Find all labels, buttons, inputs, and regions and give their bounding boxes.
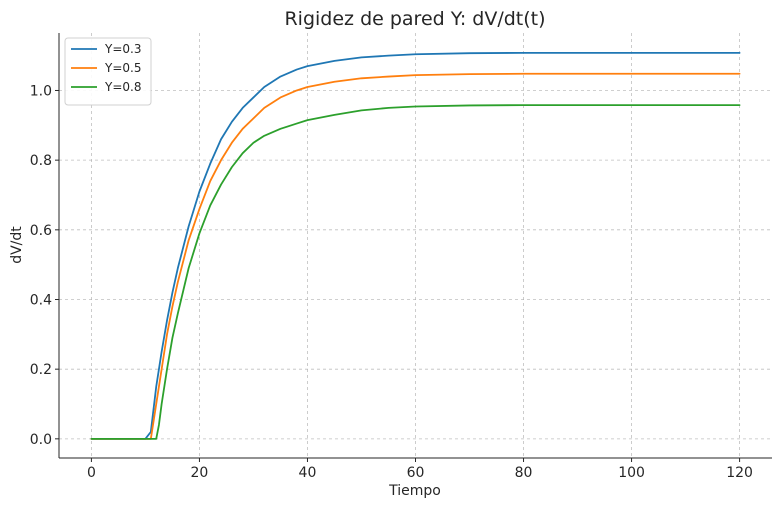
y-tick-label: 0.2 bbox=[30, 362, 52, 378]
x-tick-label: 100 bbox=[618, 465, 645, 481]
y-tick-label: 0.0 bbox=[30, 432, 52, 448]
x-tick-label: 80 bbox=[515, 465, 533, 481]
y-tick-label: 0.8 bbox=[30, 153, 52, 169]
series-lines bbox=[90, 51, 741, 440]
x-tick-label: 40 bbox=[299, 465, 317, 481]
legend: Y=0.3 Y=0.5 Y=0.8 bbox=[64, 37, 152, 106]
y-tick-label: 1.0 bbox=[30, 83, 52, 99]
legend-label: Y=0.3 bbox=[104, 42, 141, 56]
y-tick-label: 0.6 bbox=[30, 223, 52, 239]
y-tick-label: 0.4 bbox=[30, 292, 52, 308]
x-tick-label: 0 bbox=[87, 465, 96, 481]
series-line-2 bbox=[90, 72, 741, 440]
legend-label: Y=0.8 bbox=[104, 80, 141, 94]
x-axis-label: Tiempo bbox=[388, 483, 441, 499]
chart-title: Rigidez de pared Y: dV/dt(t) bbox=[284, 8, 545, 30]
grid bbox=[59, 33, 772, 458]
ticks: 0 20 40 60 80 100 120 0.0 0.2 0.4 0.6 0.8 1.0 bbox=[30, 83, 753, 481]
x-tick-label: 20 bbox=[191, 465, 209, 481]
series-line-3 bbox=[90, 104, 741, 440]
legend-label: Y=0.5 bbox=[104, 61, 141, 75]
y-axis-label: dV/dt bbox=[9, 226, 25, 264]
series-line-1 bbox=[90, 51, 741, 440]
x-tick-label: 60 bbox=[407, 465, 425, 481]
legend-box bbox=[64, 37, 152, 106]
x-tick-label: 120 bbox=[726, 465, 753, 481]
